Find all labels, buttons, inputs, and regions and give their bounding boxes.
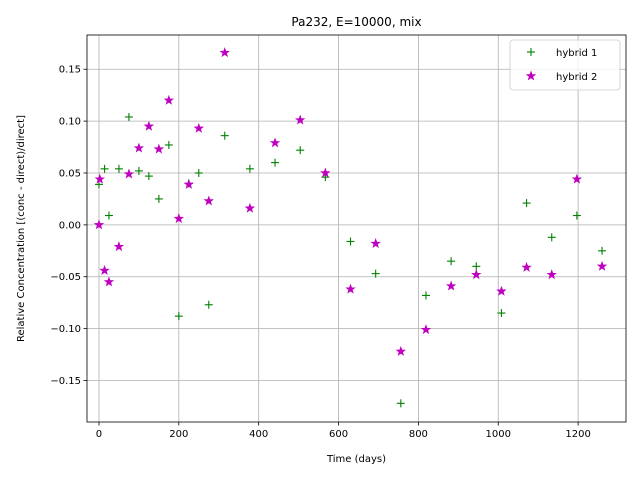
x-axis-ticks: 0 200 400 600 800 1000 1200 xyxy=(96,422,591,440)
legend-marker-symbol xyxy=(525,70,537,81)
data-point xyxy=(94,173,105,184)
y-tick-label: 0.00 xyxy=(59,220,81,231)
x-axis-label: Time (days) xyxy=(326,454,386,465)
data-point xyxy=(370,238,381,248)
data-point xyxy=(345,283,356,294)
data-point xyxy=(445,280,457,291)
y-tick-label: −0.10 xyxy=(50,324,81,335)
y-tick-label: 0.05 xyxy=(59,168,81,179)
x-tick-label: 400 xyxy=(249,429,268,440)
x-tick-label: 800 xyxy=(409,429,428,440)
data-point xyxy=(103,276,115,287)
y-axis-label: Relative Concentration [(conc - direct)/… xyxy=(16,115,27,342)
series-hybrid-2 xyxy=(93,47,608,356)
x-tick-label: 0 xyxy=(96,429,102,440)
data-point xyxy=(154,194,163,203)
data-point xyxy=(547,233,556,242)
data-point xyxy=(522,199,531,208)
y-tick-label: 0.10 xyxy=(59,117,81,128)
legend-marker-hybrid-1 xyxy=(527,48,535,56)
data-point xyxy=(447,257,456,266)
data-point xyxy=(163,94,175,105)
data-point xyxy=(269,137,281,148)
data-point xyxy=(395,345,407,356)
data-point xyxy=(320,167,331,178)
data-point xyxy=(546,269,557,280)
data-point xyxy=(174,312,183,321)
data-point xyxy=(245,164,254,173)
data-point xyxy=(496,285,507,296)
data-point xyxy=(220,131,229,140)
data-point xyxy=(93,219,105,230)
data-point xyxy=(193,122,205,133)
series-layer xyxy=(93,47,608,408)
legend-marker-symbol xyxy=(527,48,535,56)
data-point xyxy=(99,265,110,275)
y-tick-label: −0.15 xyxy=(50,376,81,387)
data-point xyxy=(194,168,203,177)
data-point xyxy=(100,164,109,173)
plot-area xyxy=(87,35,626,422)
legend-marker-hybrid-2 xyxy=(525,70,537,81)
data-point xyxy=(472,262,481,271)
data-point xyxy=(204,300,213,309)
data-point xyxy=(123,168,135,179)
data-point xyxy=(420,324,432,335)
data-point xyxy=(572,211,581,220)
data-point xyxy=(134,166,143,175)
plot-frame xyxy=(86,34,627,423)
chart-title: Pa232, E=10000, mix xyxy=(291,15,421,29)
data-point xyxy=(164,140,173,149)
x-tick-label: 600 xyxy=(329,429,348,440)
data-point xyxy=(346,237,355,246)
data-point xyxy=(219,47,230,58)
x-tick-label: 1000 xyxy=(486,429,511,440)
data-point xyxy=(133,142,145,153)
legend-label-hybrid-1: hybrid 1 xyxy=(556,48,597,59)
data-point xyxy=(571,173,583,184)
data-point xyxy=(203,195,214,206)
data-point xyxy=(173,213,185,224)
data-point xyxy=(521,261,532,272)
data-point xyxy=(153,143,165,154)
y-tick-label: −0.05 xyxy=(50,272,81,283)
data-point xyxy=(144,172,153,181)
y-tick-label: 0.15 xyxy=(59,65,81,76)
data-point xyxy=(271,158,280,167)
data-point xyxy=(371,269,380,278)
data-point xyxy=(294,114,306,125)
x-tick-label: 1200 xyxy=(565,429,590,440)
data-point xyxy=(596,260,608,271)
data-point xyxy=(104,211,113,220)
legend-label-hybrid-2: hybrid 2 xyxy=(556,72,597,83)
data-point xyxy=(421,291,430,300)
data-point xyxy=(143,120,155,131)
data-point xyxy=(497,309,506,318)
y-axis-ticks: −0.15 −0.10 −0.05 0.00 0.05 0.10 0.15 xyxy=(50,65,87,387)
data-point xyxy=(114,164,123,173)
data-point xyxy=(598,246,607,255)
data-point xyxy=(471,269,482,280)
legend-box xyxy=(509,39,621,91)
grid-lines xyxy=(87,35,626,422)
data-point xyxy=(124,112,133,121)
data-point xyxy=(183,178,195,189)
x-tick-label: 200 xyxy=(169,429,188,440)
data-point xyxy=(396,399,405,408)
data-point xyxy=(244,202,256,213)
data-point xyxy=(113,241,125,252)
legend: hybrid 1 hybrid 2 xyxy=(509,39,621,91)
data-point xyxy=(296,146,305,155)
